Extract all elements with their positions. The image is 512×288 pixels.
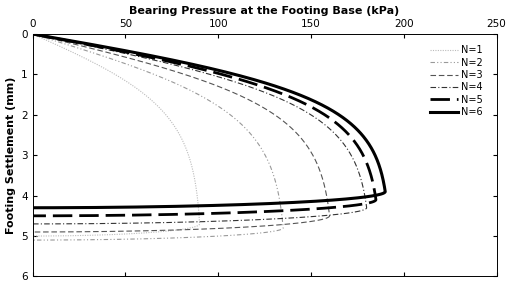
N=6 [321, 105, 327, 108]
N=5 [313, 108, 319, 111]
N=2 [30, 32, 36, 36]
N=4 [347, 152, 353, 156]
Legend: N=1, N=2, N=3, N=4, N=5, N=6: N=1, N=2, N=3, N=4, N=5, N=6 [426, 41, 487, 121]
X-axis label: Bearing Pressure at the Footing Base (kPa): Bearing Pressure at the Footing Base (kP… [130, 5, 400, 16]
N=2 [274, 189, 281, 192]
N=5 [372, 195, 378, 198]
Y-axis label: Footing Settlement (mm): Footing Settlement (mm) [6, 77, 15, 234]
Line: N=2: N=2 [33, 34, 283, 240]
Line: N=1: N=1 [33, 34, 200, 236]
N=5 [30, 32, 36, 36]
N=3 [30, 32, 36, 36]
N=1 [196, 218, 202, 222]
N=1 [188, 164, 195, 167]
N=3 [307, 148, 313, 152]
N=6 [374, 160, 380, 163]
N=3 [326, 211, 332, 214]
N=2 [237, 121, 243, 124]
N=1 [30, 234, 36, 238]
N=5 [356, 147, 362, 150]
N=4 [306, 112, 312, 115]
N=1 [191, 225, 197, 229]
N=3 [30, 230, 36, 234]
N=6 [30, 32, 36, 36]
N=2 [268, 166, 274, 170]
N=3 [275, 115, 281, 119]
N=4 [30, 222, 36, 226]
N=2 [272, 229, 278, 233]
N=4 [363, 202, 369, 206]
N=1 [193, 185, 199, 189]
N=1 [167, 119, 174, 123]
N=5 [366, 166, 372, 169]
N=6 [365, 141, 371, 145]
N=5 [30, 214, 36, 217]
Line: N=3: N=3 [33, 34, 330, 232]
N=2 [264, 156, 270, 160]
N=6 [359, 133, 365, 136]
N=4 [342, 143, 348, 147]
N=2 [280, 222, 286, 226]
N=4 [356, 173, 362, 176]
N=4 [30, 32, 36, 36]
N=5 [350, 138, 356, 141]
Line: N=4: N=4 [33, 34, 367, 224]
N=3 [320, 179, 326, 183]
N=1 [185, 154, 191, 157]
N=1 [30, 32, 36, 36]
Line: N=5: N=5 [33, 34, 376, 216]
N=6 [370, 194, 376, 198]
N=4 [352, 210, 358, 214]
N=6 [381, 187, 388, 190]
N=5 [361, 202, 368, 206]
N=2 [30, 238, 36, 242]
N=3 [312, 158, 318, 161]
N=6 [30, 206, 36, 209]
N=3 [316, 218, 323, 222]
Line: N=6: N=6 [33, 34, 385, 208]
